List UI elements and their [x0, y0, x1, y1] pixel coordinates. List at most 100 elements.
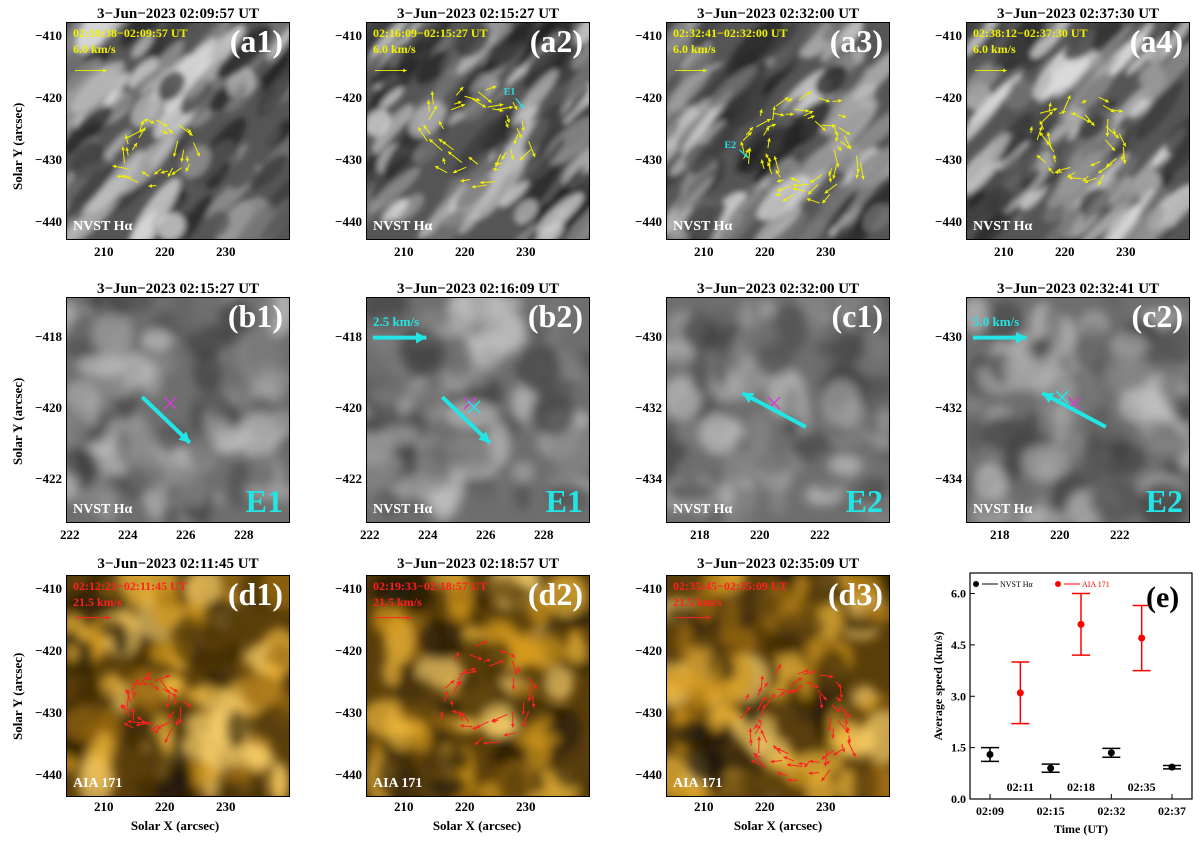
velocity-arrow: [815, 121, 826, 131]
velocity-arrow: [807, 681, 813, 685]
marker-e2-label: E2: [724, 140, 736, 151]
velocity-arrow: [451, 104, 465, 110]
velocity-arrow: [170, 687, 178, 692]
scale-arrow: [375, 69, 407, 73]
panel-c2-ytick: −430: [926, 329, 962, 345]
panel-a1-ytick: −440: [32, 214, 62, 230]
velocity-arrow: [848, 741, 856, 757]
panel-a1-xtick: 230: [216, 244, 236, 260]
panel-c2-tag: (c2): [1131, 298, 1183, 335]
velocity-arrow: [506, 115, 510, 123]
velocity-arrow: [745, 694, 749, 701]
panel-d3-ytick: −410: [632, 581, 662, 597]
velocity-arrow: [783, 756, 794, 761]
scale-arrow: [973, 332, 1027, 343]
panel-d2-speed: 21.5 km/s: [373, 595, 422, 610]
x-axis-label: Time (UT): [1054, 822, 1108, 836]
scale-arrow: [675, 616, 711, 620]
velocity-arrow: [767, 138, 771, 148]
panel-c1-instrument: NVST Hα: [673, 502, 732, 518]
velocity-arrow: [832, 705, 840, 712]
panel-c2-instrument: NVST Hα: [973, 502, 1032, 518]
velocity-arrow: [1040, 108, 1057, 114]
y-axis-label-row-b: Solar Y (arcsec): [10, 345, 26, 465]
panel-a3-xtick: 230: [816, 244, 836, 260]
velocity-arrow: [1042, 393, 1105, 427]
panel-d1-title: 3−Jun−2023 02:11:45 UT: [46, 556, 310, 573]
y-axis-label: Average speed (km/s): [931, 631, 945, 740]
panel-a3-ytick: −430: [632, 152, 662, 168]
velocity-arrow: [431, 91, 435, 104]
y-tick-label: 6.0: [951, 587, 966, 601]
velocity-arrow: [155, 724, 162, 733]
panel-a1-time-range: 02:10:38−02:09:57 UT: [73, 26, 188, 41]
velocity-arrow: [776, 193, 782, 197]
velocity-arrow: [1064, 95, 1071, 110]
velocity-arrow: [469, 655, 482, 660]
panel-a2-xtick: 210: [394, 244, 414, 260]
velocity-arrow: [786, 112, 794, 116]
panel-d1-tag: (d1): [228, 576, 283, 613]
velocity-arrow: [766, 694, 776, 706]
velocity-arrow: [1098, 164, 1112, 173]
velocity-arrow: [760, 676, 764, 692]
panel-a1-instrument: NVST Hα: [73, 219, 132, 235]
velocity-arrow: [475, 737, 484, 745]
panel-d1-ytick: −430: [32, 705, 62, 721]
panel-b2-event: E1: [546, 483, 583, 520]
velocity-arrow: [185, 156, 189, 162]
velocity-arrow: [459, 670, 477, 674]
panel-a2-title: 3−Jun−2023 02:15:27 UT: [346, 6, 610, 23]
velocity-arrow: [771, 760, 782, 764]
velocity-arrow: [517, 128, 522, 138]
velocity-arrow: [460, 179, 470, 183]
panel-b2-ytick: −422: [326, 471, 362, 487]
velocity-arrow: [520, 150, 531, 161]
velocity-arrow: [833, 99, 842, 103]
velocity-arrow: [505, 121, 509, 128]
velocity-arrow: [127, 720, 142, 724]
velocity-arrow: [794, 685, 801, 692]
velocity-arrow: [478, 92, 492, 103]
panel-d3-title: 3−Jun−2023 02:35:09 UT: [646, 556, 910, 573]
velocity-arrow: [455, 652, 459, 661]
panel-d1-xtick: 220: [155, 799, 175, 815]
velocity-arrow: [472, 185, 487, 189]
panel-d2-xtick: 210: [394, 799, 414, 815]
velocity-arrow: [1059, 111, 1066, 115]
velocity-arrow: [833, 750, 841, 755]
velocity-arrow: [767, 124, 776, 128]
panel-b2-instrument: NVST Hα: [373, 502, 432, 518]
velocity-arrow: [834, 125, 838, 136]
velocity-arrow: [810, 685, 818, 689]
panel-b2-ytick: −420: [326, 400, 362, 416]
velocity-arrow: [818, 690, 827, 700]
velocity-arrow: [132, 691, 136, 698]
y-tick-label: 1.5: [951, 741, 966, 755]
panel-d2-time-range: 02:19:33−02:18:57 UT: [373, 579, 488, 594]
velocity-arrow: [513, 102, 517, 109]
y-tick-label: 0.0: [951, 792, 966, 806]
panel-a4-ytick: −440: [932, 214, 962, 230]
velocity-arrow: [777, 186, 790, 191]
y-axis-label-row-d: Solar Y (arcsec): [10, 620, 26, 740]
panel-b1-xtick: 222: [60, 527, 80, 543]
panel-b2-xtick: 222: [360, 527, 380, 543]
velocity-arrow: [122, 175, 138, 182]
panel-a3-xtick: 220: [755, 244, 775, 260]
panel-c2-event: E2: [1146, 483, 1183, 520]
velocity-arrow: [841, 744, 845, 752]
panel-b2-title: 3−Jun−2023 02:16:09 UT: [346, 281, 610, 298]
x-tick-label: 02:32: [1097, 804, 1125, 818]
panel-b1-event: E1: [246, 483, 283, 520]
panel-a1-xtick: 210: [94, 244, 114, 260]
velocity-arrow: [1048, 168, 1053, 174]
velocity-arrow: [1047, 132, 1051, 148]
velocity-arrow: [500, 650, 506, 654]
panel-d3-xtick: 230: [816, 799, 836, 815]
panel-a2-ytick: −430: [332, 152, 362, 168]
velocity-arrow: [172, 168, 182, 175]
velocity-arrow: [168, 168, 173, 177]
